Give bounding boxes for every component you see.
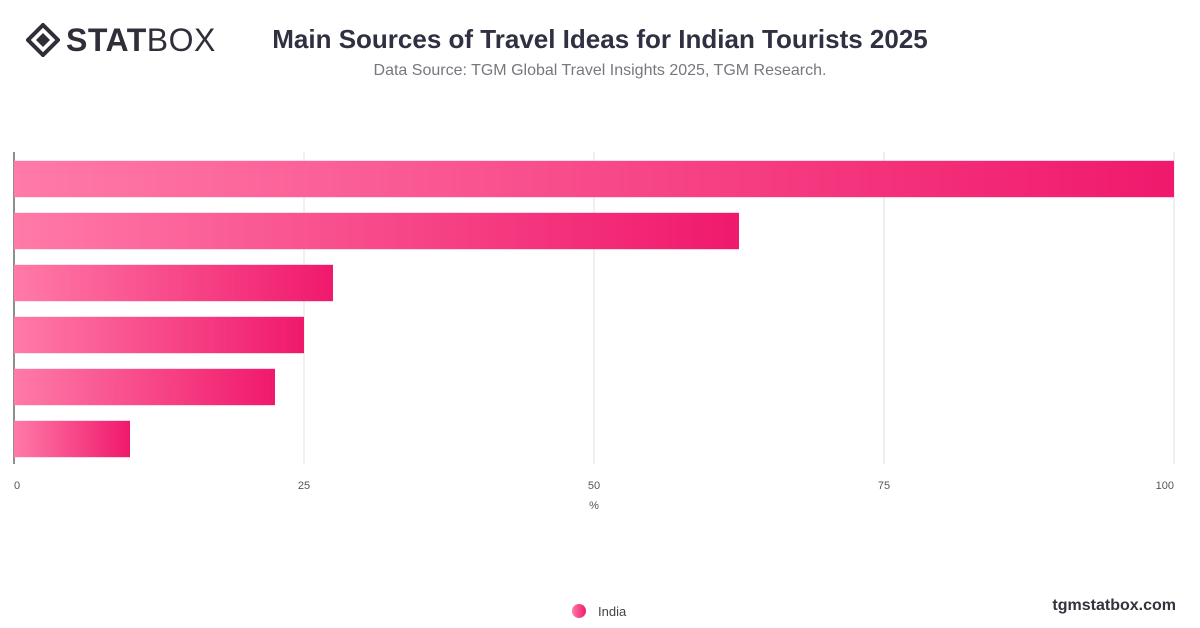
bar[interactable] [14,316,304,354]
x-tick-label: 25 [298,480,310,492]
x-axis-ticks: 0 25 50 75 100 [14,480,1174,492]
logo-text-bold: STAT [66,22,147,58]
logo-wordmark: STATBOX [66,22,216,58]
legend[interactable]: India [572,602,626,620]
legend-marker-icon [572,604,586,618]
chart-title: Main Sources of Travel Ideas for Indian … [272,24,928,54]
footer-brand[interactable]: tgmstatbox.com [1052,597,1176,614]
statbox-logo: STATBOX [26,22,216,58]
bar[interactable] [14,160,1174,198]
x-axis-label: % [589,500,599,512]
x-tick-label: 0 [14,480,20,492]
bar[interactable] [14,264,333,302]
legend-label-india: India [598,603,627,619]
x-tick-label: 75 [878,480,890,492]
bar-chart: 0 25 50 75 100 % [13,152,1175,512]
grid-lines [13,152,1175,464]
logo-text-light: BOX [146,22,216,58]
bar[interactable] [14,420,130,458]
bar[interactable] [14,368,275,406]
bar[interactable] [14,212,739,250]
chart-subtitle: Data Source: TGM Global Travel Insights … [373,62,827,79]
x-tick-label: 50 [588,480,600,492]
diamond-logo-icon [26,23,60,57]
x-tick-label: 100 [1156,480,1174,492]
bars [14,160,1174,458]
